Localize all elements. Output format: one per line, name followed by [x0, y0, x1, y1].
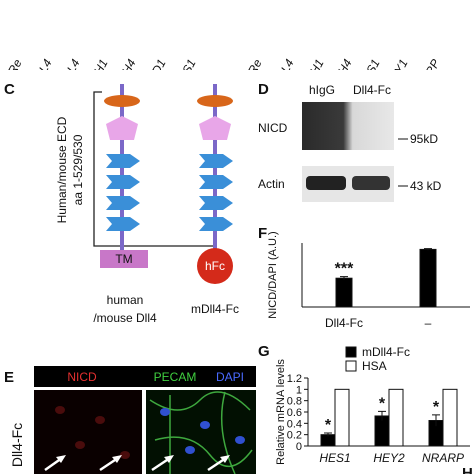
legend-label: HSA	[362, 359, 387, 373]
nuclei	[55, 406, 130, 459]
channel: PECAM	[154, 370, 197, 384]
x-tick-label: NRARP	[422, 451, 464, 465]
marker: 43 kD	[410, 179, 442, 193]
y-axis-label: Relative mRNA levels	[275, 359, 287, 465]
y-tick-label: 1	[296, 384, 302, 396]
band	[352, 176, 390, 190]
bar	[442, 388, 458, 447]
y-tick-label: 1.2	[287, 373, 302, 385]
ecd-text: Human/mouse ECD	[55, 116, 69, 223]
gene-label: DLL4	[57, 57, 83, 89]
band	[306, 176, 346, 190]
lane-label: Dll4-Fc	[353, 83, 391, 97]
vessels	[149, 391, 253, 474]
tm-label: TM	[115, 252, 132, 266]
significance: ***	[335, 261, 354, 278]
bar	[388, 388, 404, 447]
error-bar	[378, 410, 386, 421]
channel: NICD	[67, 370, 97, 384]
hfc-label: hFc	[205, 259, 225, 273]
gene-label: DLL4	[271, 57, 297, 89]
significance: *	[325, 417, 332, 434]
panel-label: E	[4, 369, 14, 386]
gene-label: DLL4	[29, 57, 55, 89]
y-tick-label: 0.8	[287, 396, 302, 408]
x-tick-label: HEY2	[373, 451, 405, 465]
row-label: Actin	[258, 177, 285, 191]
significance: *	[433, 399, 440, 416]
channel: DAPI	[216, 370, 244, 384]
construct	[197, 84, 233, 284]
panel-label: G	[258, 343, 270, 360]
bar	[419, 248, 437, 308]
caption: human	[107, 293, 144, 307]
panel-label: D	[258, 81, 269, 98]
bracket	[93, 91, 215, 247]
nuclei	[160, 408, 245, 454]
bar	[334, 388, 350, 447]
marker: 95kD	[410, 132, 438, 146]
x-tick-label: Dll4-Fc	[325, 316, 363, 330]
error-bar	[340, 276, 348, 280]
x-tick-label: HES1	[319, 451, 350, 465]
y-tick-label: 0.6	[287, 407, 302, 419]
micrograph	[146, 390, 256, 474]
gene-label: Re	[245, 57, 265, 77]
row-label: NICD	[258, 121, 288, 135]
panel-label: F	[258, 225, 267, 242]
blot	[302, 102, 394, 150]
error-bar	[424, 248, 432, 251]
legend-swatch	[345, 360, 357, 372]
lane-label: hIgG	[309, 83, 335, 97]
construct	[100, 84, 148, 268]
gene-label: NOTCH1	[291, 57, 327, 107]
y-tick-label: 0.2	[287, 430, 302, 442]
panel-label: H	[462, 465, 473, 474]
gene-label: NRARP	[411, 57, 443, 101]
legend-swatch	[345, 346, 357, 358]
gene-label: Re	[5, 57, 25, 77]
panel-label: C	[4, 81, 15, 98]
y-tick-label: 0	[296, 441, 302, 453]
y-axis-label: NICD/DAPI (A.U.)	[267, 231, 279, 318]
row-label: Dll4-Fc	[9, 423, 25, 467]
arrowheads	[56, 455, 230, 463]
legend-label: mDll4-Fc	[362, 345, 410, 359]
ecd-text: aa 1-529/530	[71, 134, 85, 205]
x-tick-label: –	[425, 316, 432, 330]
error-bar	[324, 432, 332, 437]
significance: *	[379, 395, 386, 412]
gene-label: HES1	[172, 57, 199, 91]
micrograph	[34, 390, 142, 474]
caption: /mouse Dll4	[93, 311, 157, 325]
channel-strip	[34, 366, 256, 387]
error-bar	[432, 414, 440, 427]
bar	[335, 277, 353, 308]
caption: mDll4-Fc	[191, 302, 239, 316]
y-tick-label: 0.4	[287, 418, 302, 430]
